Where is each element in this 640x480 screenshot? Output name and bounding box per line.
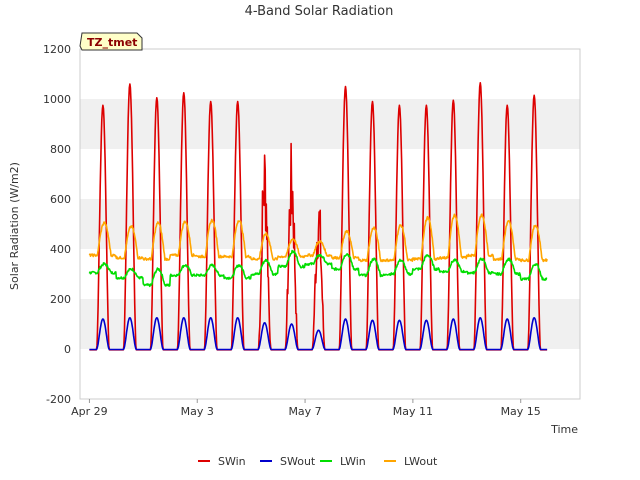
- series-line-lwout: [88, 213, 548, 263]
- x-tick-label: May 11: [393, 405, 433, 418]
- grid-band: [80, 99, 580, 149]
- y-tick-label: 1200: [43, 43, 71, 56]
- grid-band: [80, 149, 580, 199]
- y-axis-label: Solar Radiation (W/m2): [8, 162, 21, 290]
- y-tick-label: 800: [50, 143, 71, 156]
- grid-bands: [80, 49, 580, 399]
- annotation-box: [79, 32, 143, 51]
- x-tick-labels: Apr 29 May 3 May 7 May 11 May 15: [71, 399, 541, 418]
- y-tick-labels: -200 0 200 400 600 800 1000 1200: [43, 43, 71, 406]
- y-tick-label: 400: [50, 243, 71, 256]
- x-axis-label: Time: [550, 423, 578, 436]
- annotation-tag: TZ_tmet: [79, 32, 143, 51]
- y-tick-label: 200: [50, 293, 71, 306]
- y-tick-label: 0: [64, 343, 71, 356]
- legend-label-swout: SWout: [280, 455, 316, 468]
- y-tick-label: 600: [50, 193, 71, 206]
- legend-label-lwout: LWout: [404, 455, 438, 468]
- x-tick-label: May 15: [501, 405, 541, 418]
- x-tick-label: May 7: [288, 405, 321, 418]
- grid-band: [80, 199, 580, 249]
- y-tick-label: 1000: [43, 93, 71, 106]
- series-line-lwin: [88, 249, 548, 288]
- grid-band: [80, 49, 580, 99]
- plot-frame: [79, 48, 581, 400]
- legend-label-lwin: LWin: [340, 455, 366, 468]
- x-tick-label: Apr 29: [71, 405, 108, 418]
- legend: SWin SWout LWin LWout: [198, 455, 438, 468]
- series-line-swout: [89, 316, 548, 351]
- legend-label-swin: SWin: [218, 455, 246, 468]
- series-layer: [88, 82, 548, 351]
- chart-title: 4-Band Solar Radiation: [245, 4, 394, 19]
- annotation-text: TZ_tmet: [87, 36, 137, 49]
- grid-band: [80, 349, 580, 399]
- x-tick-label: May 3: [181, 405, 214, 418]
- y-tick-label: -200: [46, 393, 71, 406]
